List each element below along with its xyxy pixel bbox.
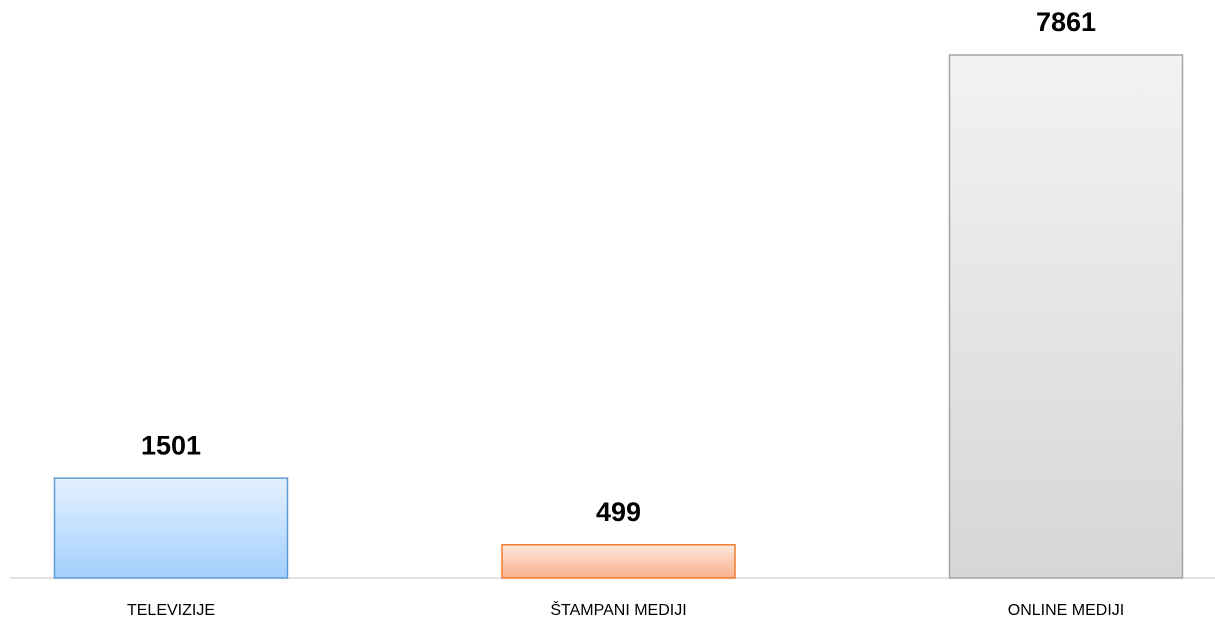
x-tick-label: ONLINE MEDIJI <box>1008 602 1124 619</box>
x-tick-label: ŠTAMPANI MEDIJI <box>550 600 686 619</box>
bar <box>948 54 1184 579</box>
bar <box>501 544 736 579</box>
x-tick-label: TELEVIZIJE <box>127 602 215 619</box>
value-label: 499 <box>596 497 641 527</box>
value-label: 7861 <box>1036 7 1096 37</box>
bar <box>53 477 289 579</box>
value-label: 1501 <box>141 430 201 460</box>
